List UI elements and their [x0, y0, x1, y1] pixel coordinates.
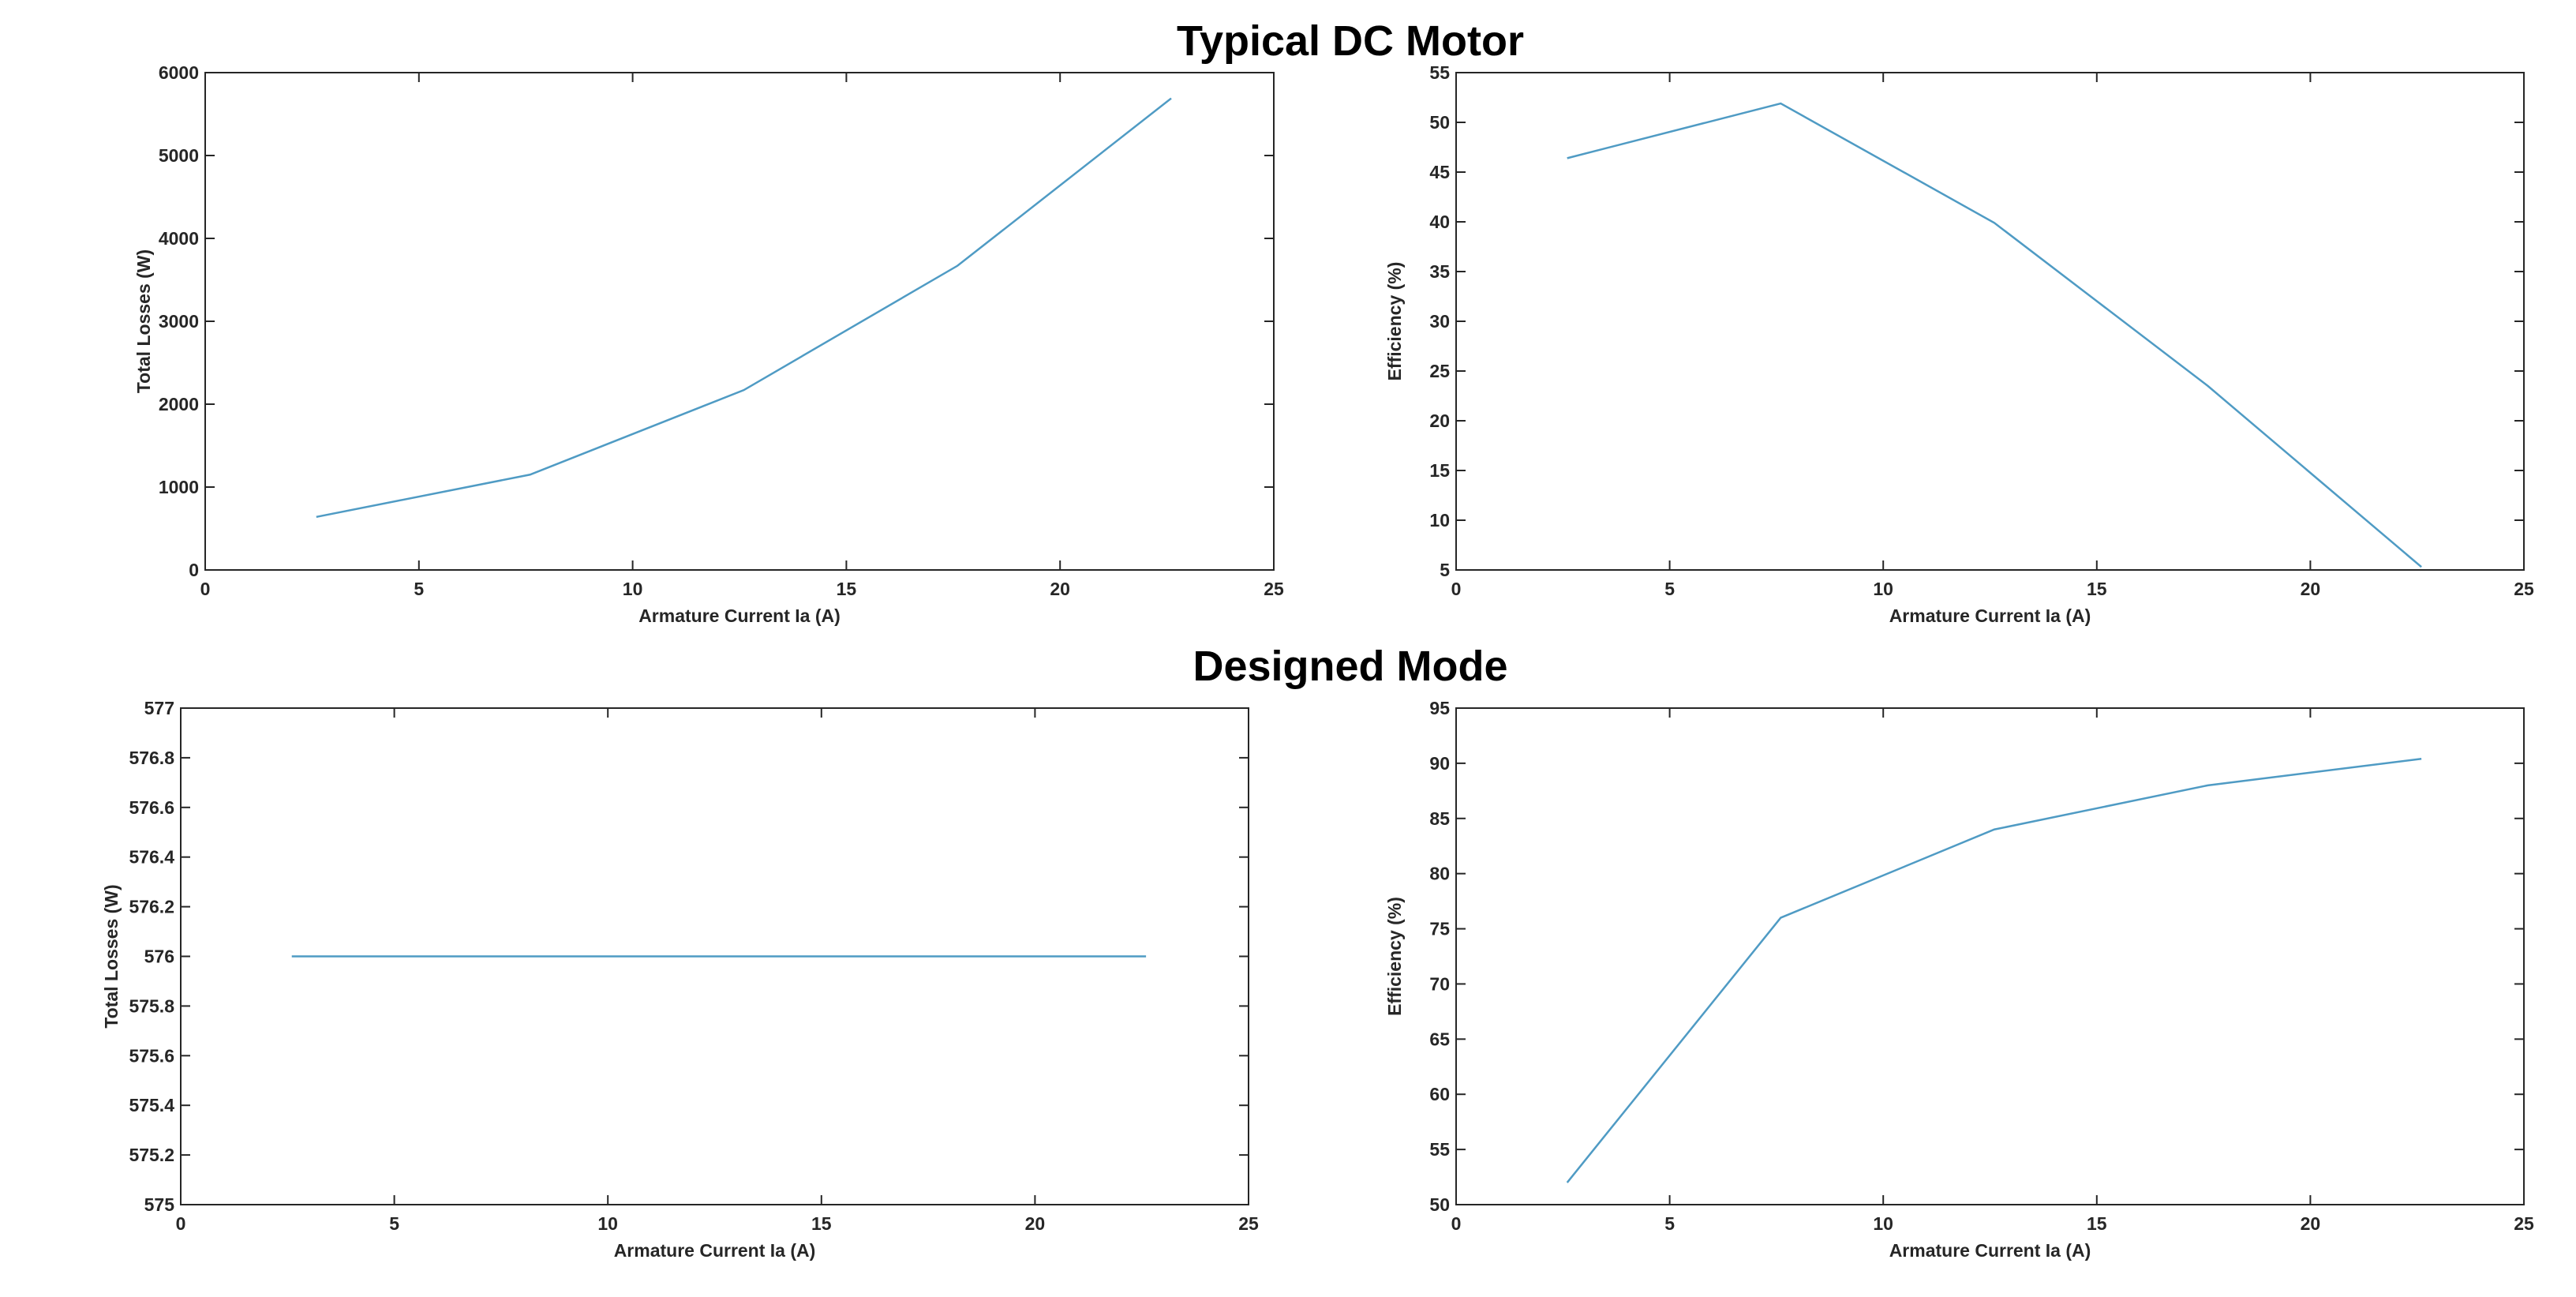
y-tick-label: 90	[1429, 753, 1450, 774]
x-tick-label: 10	[1873, 579, 1893, 599]
y-tick-label: 55	[1429, 62, 1450, 83]
y-tick-label: 6000	[159, 62, 199, 83]
y-tick-label: 50	[1429, 112, 1450, 133]
x-axis-label: Armature Current Ia (A)	[614, 1240, 816, 1261]
y-tick-label: 45	[1429, 162, 1450, 182]
x-tick-label: 15	[811, 1213, 832, 1234]
y-tick-label: 30	[1429, 311, 1450, 332]
x-tick-label: 5	[1664, 579, 1675, 599]
y-tick-label: 60	[1429, 1084, 1450, 1104]
y-tick-label: 575	[144, 1194, 175, 1215]
y-tick-label: 35	[1429, 261, 1450, 282]
y-axis-label: Efficiency (%)	[1384, 262, 1405, 381]
y-tick-label: 65	[1429, 1029, 1450, 1049]
y-tick-label: 576	[144, 947, 174, 967]
y-axis-label: Total Losses (W)	[133, 249, 154, 393]
y-tick-label: 40	[1429, 212, 1450, 232]
x-tick-label: 25	[1264, 579, 1284, 599]
x-tick-label: 10	[1873, 1213, 1893, 1234]
y-tick-label: 15	[1429, 460, 1450, 481]
chart-3: 0 5 10 15 20 25 50 55 60 65 70 75 80 85 90 95 Armature C…	[1384, 698, 2534, 1261]
y-tick-label: 4000	[159, 228, 199, 249]
x-tick-label: 20	[1050, 579, 1070, 599]
chart-0: 0 5 10 15 20 25 0 1000 2000 3000 4000 5000 6000 Armat…	[133, 62, 1284, 626]
y-tick-label: 1000	[159, 477, 199, 497]
y-tick-label: 576.4	[129, 847, 174, 868]
x-tick-label: 0	[1451, 1213, 1462, 1234]
y-axis-label: Efficiency (%)	[1384, 897, 1405, 1016]
y-tick-label: 576.6	[129, 797, 174, 818]
x-tick-label: 15	[2087, 579, 2107, 599]
x-tick-label: 25	[1238, 1213, 1259, 1234]
x-axis-label: Armature Current Ia (A)	[638, 605, 841, 626]
y-axis-label: Total Losses (W)	[101, 884, 122, 1028]
x-tick-label: 10	[597, 1213, 618, 1234]
x-tick-label: 0	[200, 579, 211, 599]
y-tick-label: 25	[1429, 361, 1450, 381]
y-tick-label: 575.6	[129, 1045, 174, 1066]
y-tick-label: 3000	[159, 311, 199, 332]
y-tick-label: 75	[1429, 919, 1450, 939]
y-tick-label: 85	[1429, 808, 1450, 829]
x-axis-label: Armature Current Ia (A)	[1889, 605, 2091, 626]
y-tick-label: 55	[1429, 1139, 1450, 1160]
y-tick-label: 50	[1429, 1194, 1450, 1215]
axes-box	[1455, 72, 2525, 571]
chart-1: 0 5 10 15 20 25510152025303540455055Armature …	[1384, 62, 2534, 626]
x-tick-label: 25	[2514, 579, 2534, 599]
x-tick-label: 15	[2087, 1213, 2107, 1234]
section-title-designed: Designed Mode	[1193, 643, 1507, 690]
y-tick-label: 20	[1429, 410, 1450, 431]
axes-box	[204, 72, 1275, 571]
y-tick-label: 575.4	[129, 1095, 174, 1115]
y-tick-label: 0	[189, 560, 199, 580]
x-tick-label: 0	[176, 1213, 186, 1234]
axes-box	[1455, 707, 2525, 1205]
section-title-typical: Typical DC Motor	[1177, 17, 1524, 65]
x-tick-label: 25	[2514, 1213, 2534, 1234]
x-tick-label: 15	[837, 579, 857, 599]
y-tick-label: 5	[1440, 560, 1450, 580]
x-tick-label: 20	[2301, 1213, 2321, 1234]
y-tick-label: 575.8	[129, 995, 174, 1016]
x-tick-label: 5	[1664, 1213, 1675, 1234]
x-tick-label: 5	[389, 1213, 399, 1234]
x-tick-label: 5	[414, 579, 424, 599]
x-tick-label: 20	[1025, 1213, 1046, 1234]
x-tick-label: 20	[2301, 579, 2321, 599]
y-tick-label: 5000	[159, 145, 199, 166]
y-tick-label: 10	[1429, 510, 1450, 530]
y-tick-label: 576.8	[129, 748, 174, 768]
y-tick-label: 80	[1429, 864, 1450, 884]
x-axis-label: Armature Current Ia (A)	[1889, 1240, 2091, 1261]
x-tick-label: 0	[1451, 579, 1462, 599]
y-tick-label: 576.2	[129, 897, 174, 917]
y-tick-label: 575.2	[129, 1145, 174, 1165]
chart-2: 0 5 10 15 20 25 575 575.2 575.4 575.6 575.8 576 576.…	[101, 698, 1259, 1261]
y-tick-label: 577	[144, 698, 174, 718]
y-tick-label: 2000	[159, 394, 199, 414]
y-tick-label: 70	[1429, 973, 1450, 994]
x-tick-label: 10	[623, 579, 643, 599]
y-tick-label: 95	[1429, 698, 1450, 718]
